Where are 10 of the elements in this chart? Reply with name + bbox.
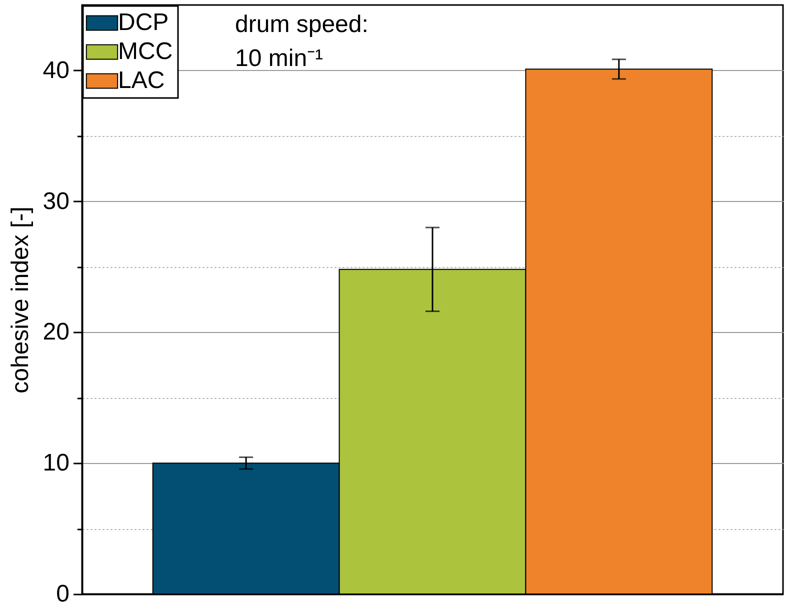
y-tick-label: 30 — [42, 188, 70, 215]
y-axis-title: cohesive index [-] — [6, 206, 34, 394]
annotation: drum speed: 10 min⁻¹ — [235, 11, 368, 72]
legend-label: LAC — [118, 67, 165, 94]
legend-label: MCC — [118, 38, 173, 65]
legend-label: DCP — [118, 9, 169, 36]
y-tick-label: 10 — [42, 450, 70, 477]
y-tick-label: 20 — [42, 318, 70, 346]
y-tick-label: 0 — [56, 580, 70, 607]
y-tick-label: 40 — [42, 56, 70, 84]
